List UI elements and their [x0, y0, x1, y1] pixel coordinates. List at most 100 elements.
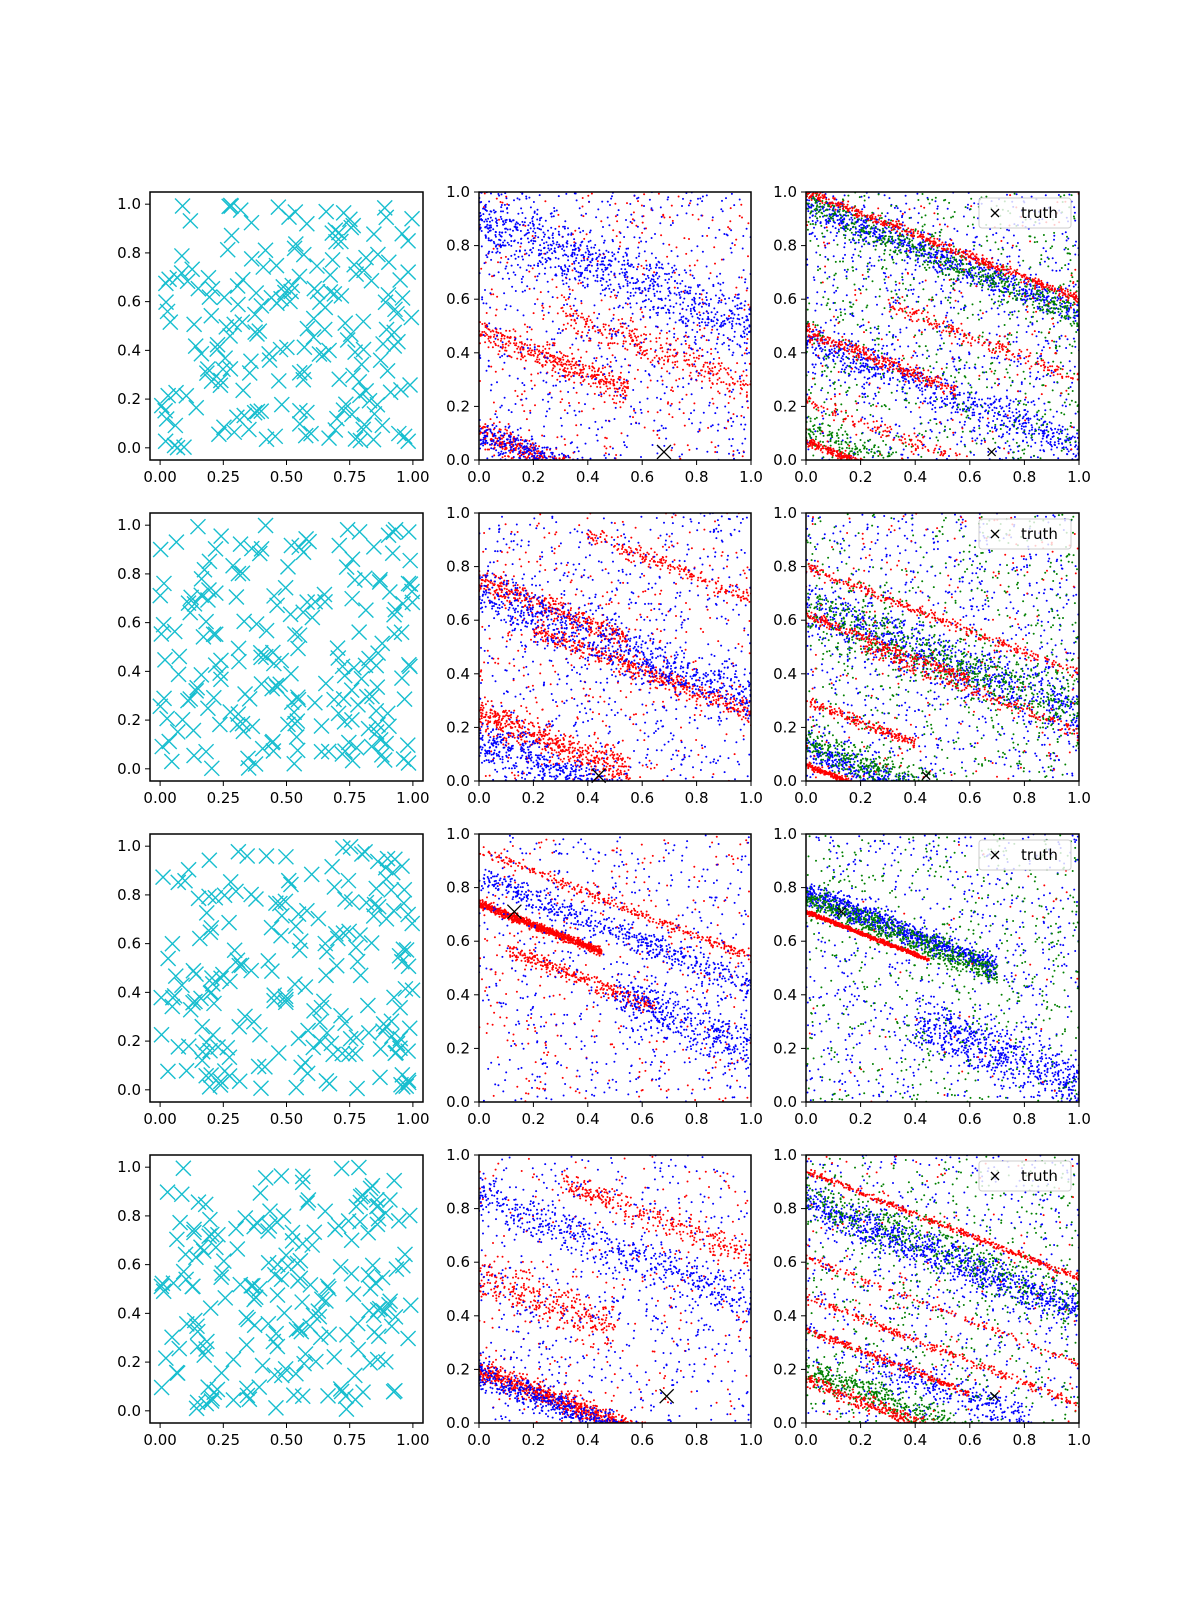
data-point — [573, 238, 576, 241]
data-point — [641, 353, 643, 356]
data-point — [660, 329, 663, 332]
data-point — [688, 238, 690, 240]
data-point — [642, 280, 645, 283]
data-point — [493, 274, 496, 277]
data-point — [599, 292, 602, 295]
data-point — [691, 274, 694, 277]
data-point — [591, 369, 594, 372]
data-point — [705, 303, 708, 306]
data-point — [918, 389, 921, 392]
data-point — [616, 342, 619, 345]
data-point — [717, 362, 720, 365]
data-point — [586, 320, 589, 322]
data-point — [608, 374, 611, 377]
data-point — [498, 421, 501, 424]
data-point — [612, 379, 615, 382]
data-point — [624, 251, 627, 254]
data-point — [633, 408, 635, 410]
data-point — [534, 404, 536, 407]
data-point — [889, 356, 892, 359]
data-point — [863, 221, 866, 224]
data-point — [670, 250, 673, 252]
data-point — [669, 224, 672, 227]
data-point — [976, 405, 979, 408]
data-point — [622, 306, 624, 309]
data-point — [580, 423, 582, 426]
data-point — [497, 344, 500, 347]
data-point — [507, 423, 510, 425]
data-point — [808, 199, 811, 202]
data-point — [701, 250, 704, 253]
data-point — [995, 407, 998, 410]
data-point — [570, 324, 573, 327]
data-point — [940, 253, 943, 256]
data-point — [568, 360, 571, 363]
data-point — [584, 251, 587, 254]
data-point — [532, 449, 535, 452]
data-point — [577, 262, 580, 264]
data-point — [934, 280, 937, 283]
data-point — [711, 382, 714, 385]
data-point — [647, 276, 650, 279]
data-point — [727, 367, 730, 370]
data-point — [551, 344, 554, 347]
data-point — [984, 268, 987, 271]
data-point — [832, 217, 834, 220]
data-point — [1057, 428, 1060, 431]
data-point — [691, 363, 694, 366]
data-point — [716, 328, 719, 331]
data-point — [655, 340, 658, 343]
data-point — [571, 343, 574, 346]
data-point — [689, 199, 692, 202]
data-point — [597, 208, 600, 211]
data-point — [586, 283, 589, 286]
data-point — [547, 244, 550, 247]
data-point — [571, 360, 574, 363]
data-point — [1018, 423, 1021, 426]
data-point — [529, 206, 532, 209]
data-point — [1012, 274, 1015, 277]
sample-point — [296, 339, 313, 356]
data-point — [608, 224, 611, 227]
data-point — [491, 329, 494, 332]
data-point — [930, 252, 933, 255]
data-point — [624, 391, 627, 394]
data-point — [514, 448, 517, 451]
data-point — [537, 265, 540, 267]
data-point — [657, 311, 659, 314]
data-point — [575, 322, 577, 325]
data-point — [529, 344, 532, 346]
data-point — [1006, 228, 1009, 231]
data-point — [658, 358, 661, 361]
data-point — [722, 381, 725, 384]
data-point — [640, 380, 643, 383]
data-point — [597, 255, 600, 258]
data-point — [866, 226, 869, 228]
data-point — [526, 442, 529, 445]
data-point — [854, 248, 857, 251]
data-point — [639, 349, 642, 352]
data-point — [567, 255, 570, 258]
data-point — [635, 256, 638, 259]
data-point — [678, 401, 681, 404]
data-point — [978, 398, 981, 401]
data-point — [725, 197, 727, 200]
data-point — [700, 293, 703, 296]
data-point — [646, 397, 649, 400]
data-point — [971, 411, 974, 414]
data-point — [711, 397, 714, 400]
data-point — [1068, 193, 1071, 196]
data-point — [486, 223, 489, 226]
data-point — [571, 289, 574, 292]
data-point — [541, 452, 544, 455]
data-point — [488, 273, 491, 276]
data-point — [557, 213, 560, 216]
data-point — [1012, 400, 1015, 403]
data-point — [746, 318, 749, 321]
data-point — [532, 224, 535, 227]
data-point — [986, 397, 989, 400]
data-point — [709, 272, 712, 275]
data-point — [689, 354, 691, 357]
data-point — [515, 221, 518, 224]
data-point — [1038, 286, 1041, 289]
